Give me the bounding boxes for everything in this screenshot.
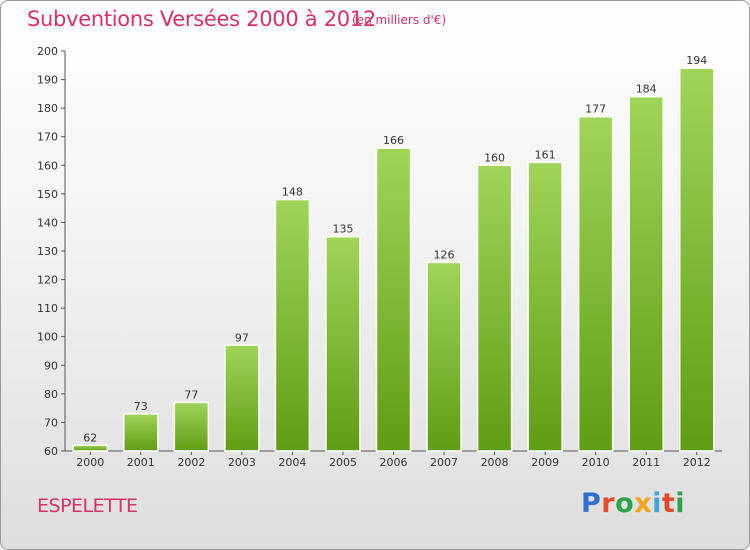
bar-2002 (173, 401, 210, 452)
y-tick-label: 190 (37, 74, 58, 87)
x-tick-label-2007: 2007 (430, 456, 458, 469)
x-tick-label-2009: 2009 (531, 456, 559, 469)
x-tick-label-2004: 2004 (278, 456, 306, 469)
bar-2011 (628, 95, 664, 452)
y-tick-label: 90 (44, 359, 58, 372)
y-tick-label: 140 (37, 216, 58, 229)
logo-letter: x (634, 488, 653, 519)
data-label-2001: 73 (134, 400, 148, 413)
x-tick-label-2008: 2008 (481, 456, 509, 469)
logo-letter: i (652, 488, 662, 519)
data-label-2006: 166 (383, 134, 404, 147)
y-tick-label: 60 (44, 445, 58, 458)
data-label-2011: 184 (636, 83, 657, 96)
data-label-2005: 135 (332, 223, 353, 236)
proxiti-logo[interactable]: Proxiti (581, 488, 685, 519)
y-tick-label: 80 (44, 388, 58, 401)
y-tick-label: 100 (37, 331, 58, 344)
bar-2004 (274, 198, 311, 452)
logo-letter: t (661, 488, 676, 519)
logo-letter: P (581, 488, 602, 519)
y-tick-label: 170 (37, 131, 58, 144)
bar-2012 (678, 67, 715, 452)
data-label-2003: 97 (235, 331, 249, 344)
data-label-2009: 161 (535, 148, 556, 161)
bar-2005 (325, 235, 361, 452)
data-label-2010: 177 (585, 103, 606, 116)
y-tick-label: 110 (37, 302, 58, 315)
data-label-2012: 194 (686, 54, 707, 67)
y-tick-label: 120 (37, 274, 58, 287)
bar-2007 (426, 261, 462, 452)
x-tick-label-2002: 2002 (177, 456, 205, 469)
city-name: ESPELETTE (37, 495, 138, 517)
y-tick-label: 130 (37, 245, 58, 258)
x-tick-label-2005: 2005 (329, 456, 357, 469)
chart-title: Subventions Versées 2000 à 2012 (27, 7, 376, 31)
logo-letter: i (675, 488, 686, 519)
data-label-2008: 160 (484, 151, 505, 164)
logo-letter: r (601, 488, 616, 519)
x-tick-label-2010: 2010 (582, 456, 610, 469)
x-tick-label-2012: 2012 (683, 456, 711, 469)
logo-letter: o (615, 488, 635, 519)
data-label-2002: 77 (184, 388, 198, 401)
chart-subtitle: (en milliers d'€) (352, 13, 447, 27)
bar-2006 (375, 147, 412, 452)
y-tick-label: 200 (37, 45, 58, 58)
data-label-2004: 148 (282, 186, 303, 199)
bar-2001 (123, 413, 159, 452)
y-tick-label: 180 (37, 102, 58, 115)
y-tick-label: 70 (44, 416, 58, 429)
bar-2003 (224, 344, 260, 452)
bar-2000 (72, 444, 109, 452)
x-tick-label-2003: 2003 (228, 456, 256, 469)
bar-2008 (476, 164, 513, 452)
data-label-2000: 62 (83, 431, 97, 444)
data-label-2007: 126 (434, 248, 455, 261)
y-tick-label: 150 (37, 188, 58, 201)
bar-2010 (577, 115, 614, 452)
y-tick-label: 160 (37, 159, 58, 172)
x-tick-label-2000: 2000 (76, 456, 104, 469)
x-tick-label-2006: 2006 (380, 456, 408, 469)
x-tick-label-2001: 2001 (127, 456, 155, 469)
x-tick-label-2011: 2011 (632, 456, 660, 469)
bar-2009 (527, 161, 563, 452)
